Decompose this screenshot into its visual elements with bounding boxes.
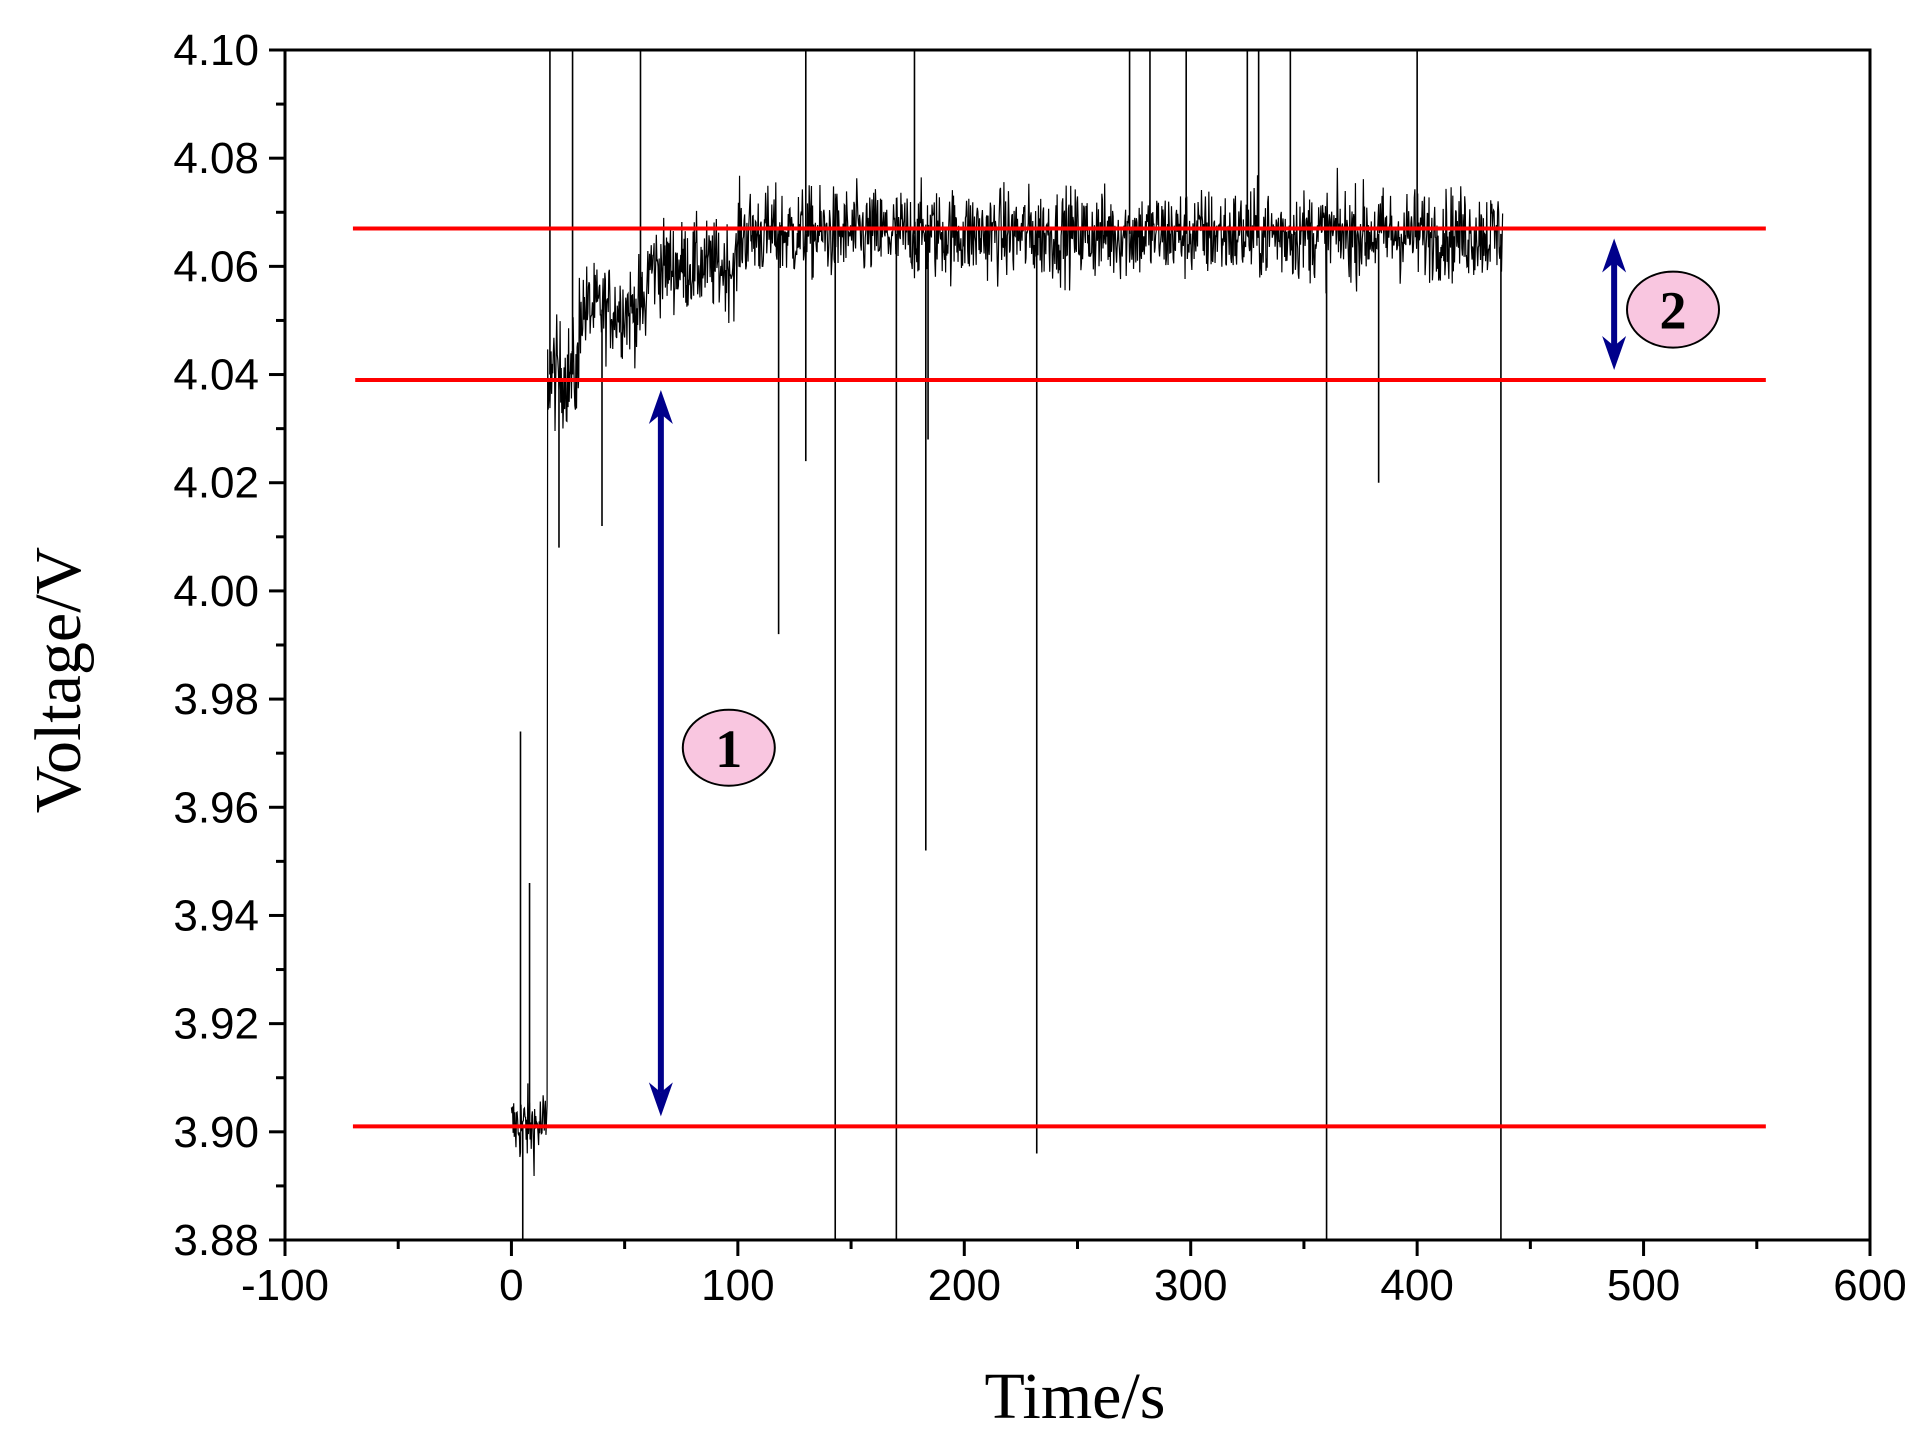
y-tick-label: 4.08 <box>173 134 259 183</box>
y-tick-label: 3.92 <box>173 1000 259 1049</box>
y-tick-label: 3.88 <box>173 1216 259 1265</box>
annotation-arrow-head <box>1602 238 1627 273</box>
y-tick-label: 4.02 <box>173 459 259 508</box>
annotation-marker-label: 2 <box>1660 281 1687 341</box>
annotations: 12 <box>648 238 1721 1117</box>
x-tick-label: 0 <box>499 1261 523 1310</box>
x-tick-label: 400 <box>1380 1261 1453 1310</box>
y-axis-ticks: 3.88 3.90 3.92 3.94 3.96 3.98 4.00 4.02 4.04 4.06… <box>173 26 285 1265</box>
x-axis-ticks: -100 0 100 200 300 400 500 600 <box>241 1240 1907 1310</box>
annotation-marker-circle <box>681 708 776 787</box>
x-tick-label: 100 <box>701 1261 774 1310</box>
series-layer <box>510 50 1504 1240</box>
y-tick-label: 4.04 <box>173 351 259 400</box>
y-tick-label: 3.94 <box>173 891 259 940</box>
annotation-marker-label: 1 <box>715 719 742 779</box>
y-tick-label: 4.00 <box>173 567 259 616</box>
y-tick-label: 4.10 <box>173 26 259 75</box>
annotation-marker-circle <box>1626 270 1721 349</box>
y-tick-label: 4.06 <box>173 242 259 291</box>
x-tick-label: 300 <box>1154 1261 1227 1310</box>
x-tick-label: 200 <box>928 1261 1001 1310</box>
annotation-arrow-head <box>648 1082 673 1117</box>
y-tick-label: 3.90 <box>173 1108 259 1157</box>
x-tick-label: 500 <box>1607 1261 1680 1310</box>
x-tick-label: -100 <box>241 1261 329 1310</box>
y-axis-label: Voltage/V <box>22 547 95 813</box>
annotation-arrow-head <box>1602 335 1627 370</box>
y-tick-label: 3.96 <box>173 783 259 832</box>
x-axis-label: Time/s <box>985 1360 1166 1433</box>
annotation-arrow-head <box>648 389 673 424</box>
reference-lines <box>352 226 1766 1129</box>
voltage-series-line <box>510 167 1504 1176</box>
y-tick-label: 3.98 <box>173 675 259 724</box>
x-tick-label: 600 <box>1833 1261 1906 1310</box>
